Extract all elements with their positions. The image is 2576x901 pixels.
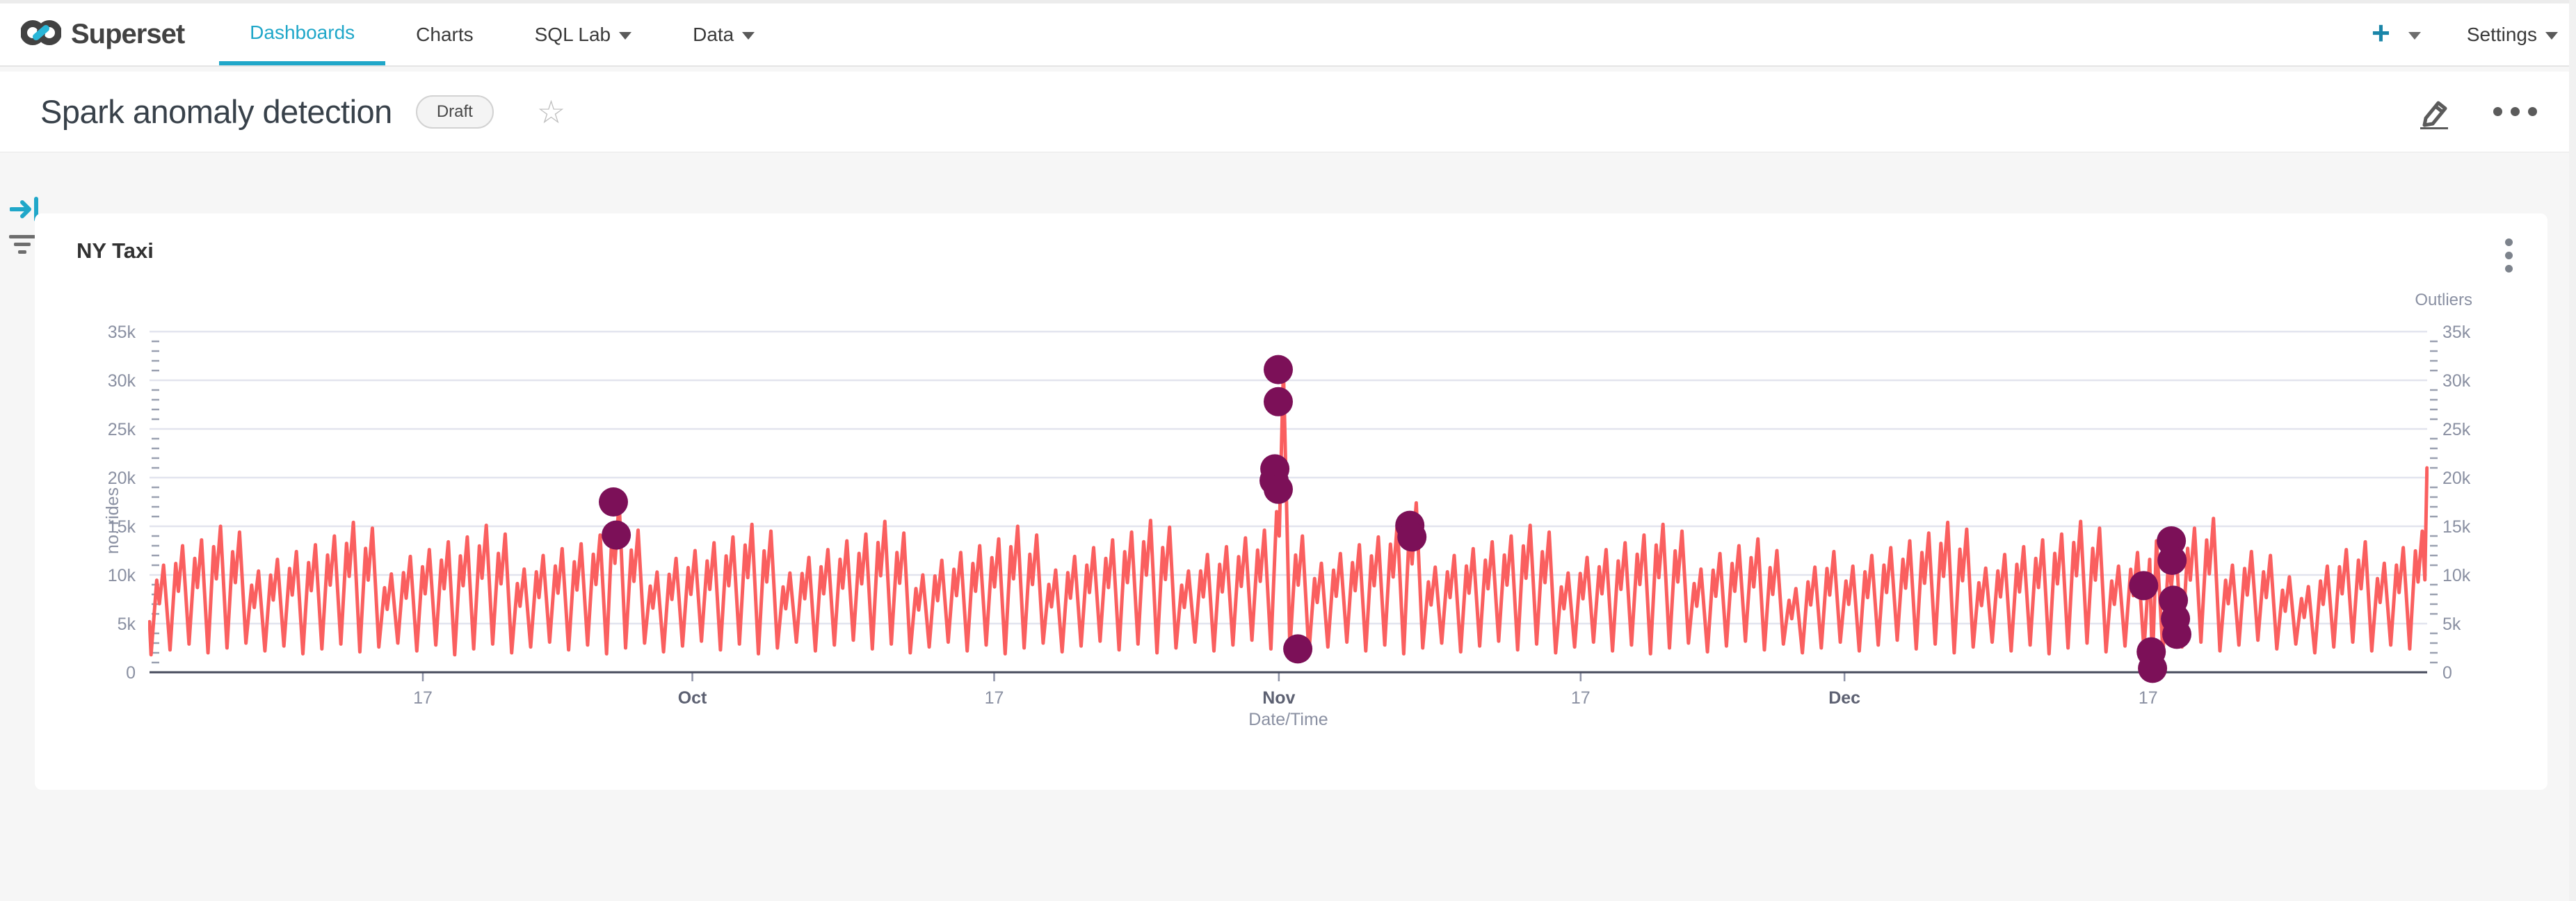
x-axis-tick-label: 17 [1571,688,1591,708]
outliers-series [599,355,2191,683]
y-axis-tick-label-left: 30k [108,371,136,391]
nav-menu: Dashboards Charts SQL Lab Data [219,3,785,65]
settings-menu[interactable]: Settings [2467,24,2558,46]
nav-item-sql-lab[interactable]: SQL Lab [504,3,662,65]
filter-icon[interactable] [8,235,36,256]
chart-card-ny-taxi: NY Taxi 0 0 5k 5k 10k 10k 15k 15k 20k 20k 25k 25k 30… [35,213,2547,790]
x-axis-tick-label: 17 [413,688,433,708]
nytaxi-chart-svg[interactable]: 0 0 5k 5k 10k 10k 15k 15k 20k 20k 25k 25k 30k 30k 35k 3… [35,213,2547,790]
chevron-down-icon [742,32,755,40]
x-axis-title: Date/Time [1248,710,1328,729]
nav-item-dashboards[interactable]: Dashboards [219,3,386,65]
y-axis-title-right: Outliers [2415,291,2472,309]
y-axis-tick-label-left: 20k [108,469,136,488]
y-axis-tick-label-right: 25k [2442,420,2471,439]
y-axis-tick-label-right: 30k [2442,371,2471,391]
outlier-point[interactable] [1397,522,1427,552]
chart-title: NY Taxi [77,238,154,263]
page-title: Spark anomaly detection [40,93,392,130]
edit-pencil-icon[interactable] [2415,95,2454,129]
chart-kebab-menu-icon[interactable] [2501,234,2517,277]
top-navbar: Superset Dashboards Charts SQL Lab Data … [0,0,2576,67]
nav-item-charts[interactable]: Charts [416,23,474,45]
status-badge: Draft [415,95,494,129]
outlier-point[interactable] [2162,619,2191,649]
y-axis-tick-label-left: 10k [108,566,136,585]
x-axis-tick-label: Dec [1828,688,1860,708]
y-axis-tick-label-left: 35k [108,323,136,342]
y-axis-tick-label-right: 35k [2442,323,2471,342]
y-axis-tick-label-right: 0 [2442,663,2452,683]
header-actions [2415,95,2576,129]
y-axis-tick-label-left: 0 [126,663,136,683]
favorite-star-icon[interactable]: ☆ [536,93,566,130]
outlier-point[interactable] [1283,634,1313,664]
y-axis-tick-label-left: 5k [118,615,136,634]
y-axis-tick-label-left: 25k [108,420,136,439]
rides-line-series [148,366,2429,670]
y-axis-tick-label-right: 5k [2442,615,2461,634]
dashboard-header: Spark anomaly detection Draft ☆ [0,72,2576,153]
y-axis-tick-label-left: 15k [108,517,136,537]
superset-logo-icon [20,15,62,54]
nav-item-data[interactable]: Data [662,3,785,65]
chevron-down-icon[interactable] [2408,32,2421,40]
y-axis-tick-label-right: 15k [2442,517,2471,537]
outlier-point[interactable] [599,487,628,517]
new-item-button[interactable]: + [2371,14,2390,51]
outlier-point[interactable] [1264,355,1293,384]
y-axis-tick-label-right: 20k [2442,469,2471,488]
outlier-point[interactable] [2157,546,2187,575]
outlier-point[interactable] [2129,571,2159,601]
nav-right: + Settings [2372,3,2576,65]
x-axis-tick-label: 17 [2139,688,2158,708]
brand-name: Superset [71,19,185,49]
outlier-point[interactable] [2138,654,2168,683]
chevron-down-icon [619,32,632,40]
outlier-point[interactable] [1264,474,1293,504]
window-gutter [2569,0,2576,901]
y-axis-tick-label-right: 10k [2442,566,2471,585]
superset-brand[interactable]: Superset [0,3,185,65]
y-axis-title-left: no. rides [103,487,122,554]
outlier-point[interactable] [602,520,631,550]
outlier-point[interactable] [1264,387,1293,416]
more-actions-icon[interactable] [2493,107,2537,116]
x-axis-tick-label: Oct [678,688,707,708]
chevron-down-icon [2545,32,2558,40]
x-axis-tick-label: 17 [985,688,1004,708]
x-axis-tick-label: Nov [1262,688,1295,708]
